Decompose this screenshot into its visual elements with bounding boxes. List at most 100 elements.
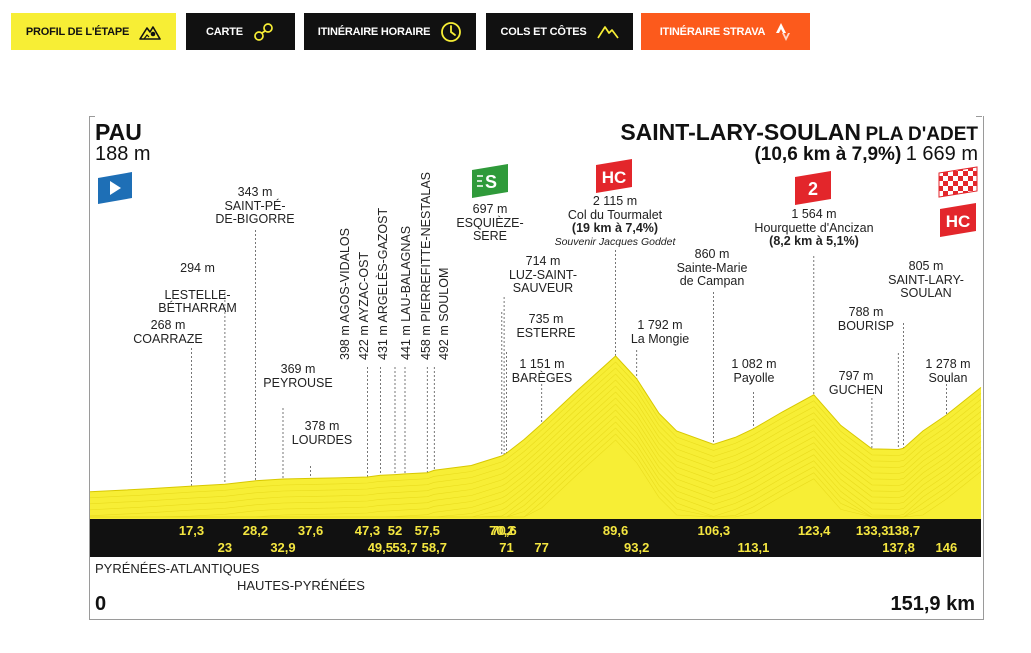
hatch-line <box>90 439 982 518</box>
waypoint-altitude: 735 m <box>528 312 564 326</box>
vertical-waypoint-label: 441 m LAU-BALAGNAS <box>399 225 413 360</box>
waypoint-label: 1 278 m Soulan <box>908 357 988 385</box>
waypoint-label-hourquette: 1 564 m Hourquette d'Ancizan (8,2 km à 5… <box>734 207 894 249</box>
km-marker-label: 53,7 <box>392 540 418 555</box>
waypoint-name: PEYROUSE <box>263 375 333 390</box>
hatch-line <box>89 373 982 511</box>
waypoint-label: 714 m LUZ-SAINT- SAUVEUR <box>501 254 585 296</box>
waypoint-name: LUZ-SAINT- SAUVEUR <box>508 267 578 295</box>
km-marker-label: 57,5 <box>414 523 440 538</box>
waypoint-name: Sainte-Marie de Campan <box>676 260 748 288</box>
km-marker-label: 106,3 <box>697 523 731 538</box>
km-marker-label: 52 <box>387 523 403 538</box>
waypoint-altitude: 343 m <box>237 185 273 199</box>
waypoint-label: 735 m ESTERRE <box>506 312 586 340</box>
km-axis-band <box>90 519 981 557</box>
region-label: PYRÉNÉES-ATLANTIQUES <box>95 561 260 576</box>
km-marker-label: 58,7 <box>421 540 447 555</box>
distance-start: 0 <box>95 593 107 615</box>
elevation-area <box>90 356 981 519</box>
finish-sub: (10,6 km à 7,9%) 1 669 m <box>754 144 978 164</box>
waypoint-altitude: 294 m <box>180 260 215 275</box>
climb-cat2-badge-icon: 2 <box>793 170 833 211</box>
waypoint-name: GUCHEN <box>828 382 884 397</box>
km-marker-label: 23 <box>217 540 233 555</box>
waypoint-name: BARÈGES <box>511 370 573 385</box>
waypoint-altitude: 369 m <box>280 362 316 376</box>
finish-altitude: 1 669 m <box>905 143 978 165</box>
vertical-waypoint-label: 431 m ARGELÈS-GAZOST <box>376 207 390 360</box>
waypoint-label-tourmalet: 2 115 m Col du Tourmalet (19 km à 7,4%) … <box>540 194 690 249</box>
waypoint-altitude: 1 792 m <box>637 318 683 332</box>
waypoint-label: 369 m PEYROUSE <box>258 362 338 390</box>
waypoint-label: 294 m LESTELLE- BÉTHARRAM <box>150 248 245 329</box>
waypoint-altitude: 268 m <box>150 318 186 332</box>
waypoint-altitude: 1 564 m <box>791 207 837 221</box>
tab-label: CARTE <box>206 25 243 38</box>
km-marker-label: 133,3 <box>855 523 889 538</box>
tab-stage-profile[interactable]: PROFIL DE L'ÉTAPE <box>11 13 176 50</box>
vertical-waypoint-label: 492 m SOULOM <box>437 267 451 360</box>
profile-frame <box>89 116 984 620</box>
start-name: PAU <box>95 119 142 145</box>
waypoint-label: 268 m COARRAZE <box>128 318 208 346</box>
region-label: HAUTES-PYRÉNÉES <box>237 578 365 593</box>
tab-climbs[interactable]: COLS ET CÔTES <box>486 13 633 50</box>
waypoint-altitude: 797 m <box>838 369 874 383</box>
climb-stats: (19 km à 7,4%) <box>571 221 659 235</box>
waypoint-name: LESTELLE- BÉTHARRAM <box>158 287 237 315</box>
strava-logo-icon <box>775 22 791 42</box>
vertical-waypoint-label: 398 m AGOS-VIDALOS <box>338 228 352 360</box>
hatch-line <box>90 391 982 518</box>
finish-name: SAINT-LARY-SOULAN <box>620 119 861 145</box>
waypoint-name: ESTERRE <box>516 325 576 340</box>
tab-time-schedule[interactable]: ITINÉRAIRE HORAIRE <box>304 13 476 50</box>
hatch-line <box>89 367 982 505</box>
waypoint-label: 378 m LOURDES <box>282 419 362 447</box>
km-marker-label: 47,3 <box>354 523 381 538</box>
km-marker-label: 137,8 <box>882 540 915 555</box>
vertical-waypoint-label: 458 m PIERREFITTE-NESTALAS <box>419 171 433 360</box>
tab-map[interactable]: CARTE <box>186 13 295 50</box>
waypoint-name: LOURDES <box>291 432 353 447</box>
waypoint-altitude: 860 m <box>694 247 730 261</box>
km-marker-label: 28,2 <box>242 523 269 538</box>
tab-strava-route[interactable]: ITINÉRAIRE STRAVA <box>641 13 810 50</box>
finish-climb: (10,6 km à 7,9%) <box>754 144 902 165</box>
waypoint-label: 1 792 m La Mongie <box>620 318 700 346</box>
start-flag-icon <box>96 170 134 211</box>
elevation-edge <box>89 355 982 493</box>
climb-hc-badge-icon: HC <box>594 158 634 199</box>
climb-icon <box>596 24 619 40</box>
finish-header: SAINT-LARY-SOULAN PLA D'ADET <box>620 119 978 145</box>
km-marker-label: 89,6 <box>602 523 629 538</box>
waypoint-label: 805 m SAINT-LARY- SOULAN <box>880 259 972 301</box>
km-marker-label: 146 <box>935 540 958 555</box>
elevation-hatching <box>89 361 982 518</box>
waypoint-altitude: 2 115 m <box>592 194 638 208</box>
km-marker-label: 93,2 <box>624 540 650 555</box>
waypoint-label: 1 082 m Payolle <box>714 357 794 385</box>
souvenir-note: Souvenir Jacques Goddet <box>554 235 676 248</box>
waypoint-altitude: 1 151 m <box>519 357 565 371</box>
waypoint-name: BOURISP <box>837 318 895 333</box>
waypoint-altitude: 805 m <box>908 259 944 273</box>
waypoint-altitude: 1 082 m <box>731 357 777 371</box>
waypoint-altitude: 697 m <box>472 202 508 216</box>
km-marker-label: 71 <box>499 540 514 555</box>
clock-icon <box>440 21 462 43</box>
waypoint-label: 860 m Sainte-Marie de Campan <box>666 247 758 289</box>
svg-text:HC: HC <box>602 168 627 187</box>
waypoint-name: SAINT-LARY- SOULAN <box>888 272 964 300</box>
finish-suffix: PLA D'ADET <box>865 124 978 145</box>
tab-label: ITINÉRAIRE STRAVA <box>659 25 766 38</box>
mountain-pin-icon <box>139 23 161 41</box>
km-marker-label: 17,3 <box>178 523 205 538</box>
waypoint-name: La Mongie <box>630 331 690 346</box>
km-marker-label: 77 <box>534 540 549 555</box>
waypoint-label: 797 m GUCHEN <box>816 369 896 397</box>
km-marker-label: 70,2 <box>489 523 515 538</box>
km-marker-label: 123,4 <box>797 523 831 538</box>
waypoint-label: 788 m BOURISP <box>826 305 906 333</box>
